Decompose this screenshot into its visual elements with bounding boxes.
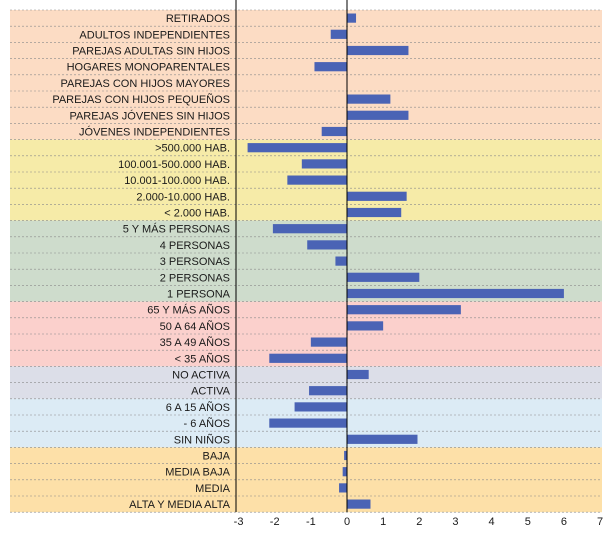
category-label: HOGARES MONOPARENTALES <box>67 62 230 74</box>
bar <box>314 62 347 72</box>
bar <box>347 94 391 104</box>
bar <box>339 483 347 493</box>
bars <box>247 13 564 509</box>
x-tick-label: 5 <box>525 516 531 528</box>
bar <box>347 499 371 509</box>
bar <box>347 305 461 315</box>
bar <box>269 353 347 363</box>
category-label: 3 PERSONAS <box>160 256 230 268</box>
bar <box>344 450 347 461</box>
x-tick-label: 3 <box>452 516 458 528</box>
bar <box>330 29 347 39</box>
category-label: ACTIVA <box>191 386 231 398</box>
category-labels: RETIRADOS ADULTOS INDEPENDIENTES PAREJAS A… <box>52 13 230 511</box>
category-label: PAREJAS ADULTAS SIN HIJOS <box>72 46 230 58</box>
category-label: 2.000-10.000 HAB. <box>136 191 230 203</box>
category-label: PAREJAS JÓVENES SIN HIJOS <box>69 109 230 122</box>
bar <box>347 321 384 331</box>
bar <box>321 126 347 137</box>
x-tick-label: 4 <box>489 516 495 528</box>
category-label: PAREJAS CON HIJOS PEQUEÑOS <box>52 93 230 106</box>
category-label: MEDIA BAJA <box>165 467 230 479</box>
bar <box>269 418 347 428</box>
bar <box>301 159 347 169</box>
bar <box>347 434 418 444</box>
bar <box>347 13 357 23</box>
bar <box>342 467 347 477</box>
bar <box>347 369 369 380</box>
bar <box>310 337 347 347</box>
category-label: NO ACTIVA <box>172 370 231 382</box>
category-label: MEDIA <box>195 483 231 495</box>
bar <box>335 256 347 266</box>
category-label: 35 A 49 AÑOS <box>160 336 230 349</box>
bar <box>309 386 347 396</box>
category-label: 50 A 64 AÑOS <box>160 320 230 333</box>
x-axis-tick-labels: -3 -2 -1 0 1 2 3 4 5 6 7 <box>234 516 603 528</box>
category-label: RETIRADOS <box>166 13 230 25</box>
gridlines <box>10 9 602 513</box>
group-band-2 <box>10 220 602 302</box>
category-label: 2 PERSONAS <box>160 272 230 284</box>
x-tick-label: -1 <box>306 516 316 528</box>
bar <box>347 288 564 299</box>
category-label: ALTA Y MEDIA ALTA <box>129 499 231 511</box>
x-tick-label: -3 <box>234 516 244 528</box>
category-label: < 35 AÑOS <box>175 352 230 365</box>
category-label: ADULTOS INDEPENDIENTES <box>79 29 230 41</box>
category-label: < 2.000 HAB. <box>164 208 230 220</box>
category-label: SIN NIÑOS <box>174 433 230 446</box>
bar <box>247 143 347 153</box>
x-tick-label: 2 <box>416 516 422 528</box>
category-label: 100.001-500.000 HAB. <box>118 159 230 171</box>
category-label: - 6 AÑOS <box>184 417 230 430</box>
category-label: >500.000 HAB. <box>155 143 230 155</box>
category-label: 4 PERSONAS <box>160 240 230 252</box>
bar <box>287 175 347 185</box>
bar <box>347 191 407 201</box>
bar <box>307 240 347 250</box>
bar <box>347 45 409 56</box>
x-tick-label: 0 <box>344 516 350 528</box>
category-label: 5 Y MÁS PERSONAS <box>123 223 230 236</box>
category-label: JÓVENES INDEPENDIENTES <box>79 126 230 139</box>
category-label: 6 A 15 AÑOS <box>166 401 230 414</box>
x-tick-label: 1 <box>380 516 386 528</box>
x-tick-label: -2 <box>270 516 280 528</box>
x-tick-label: 7 <box>597 516 603 528</box>
x-tick-label: 6 <box>561 516 567 528</box>
bar <box>272 224 347 234</box>
category-label: 10.001-100.000 HAB. <box>124 175 230 187</box>
bar <box>347 207 402 218</box>
category-label: BAJA <box>202 451 230 463</box>
bar <box>347 272 420 282</box>
bar <box>294 402 347 412</box>
bar <box>347 110 409 120</box>
category-label: 65 Y MÁS AÑOS <box>147 304 230 317</box>
category-label: 1 PERSONA <box>167 289 231 301</box>
category-label: PAREJAS CON HIJOS MAYORES <box>60 78 230 90</box>
